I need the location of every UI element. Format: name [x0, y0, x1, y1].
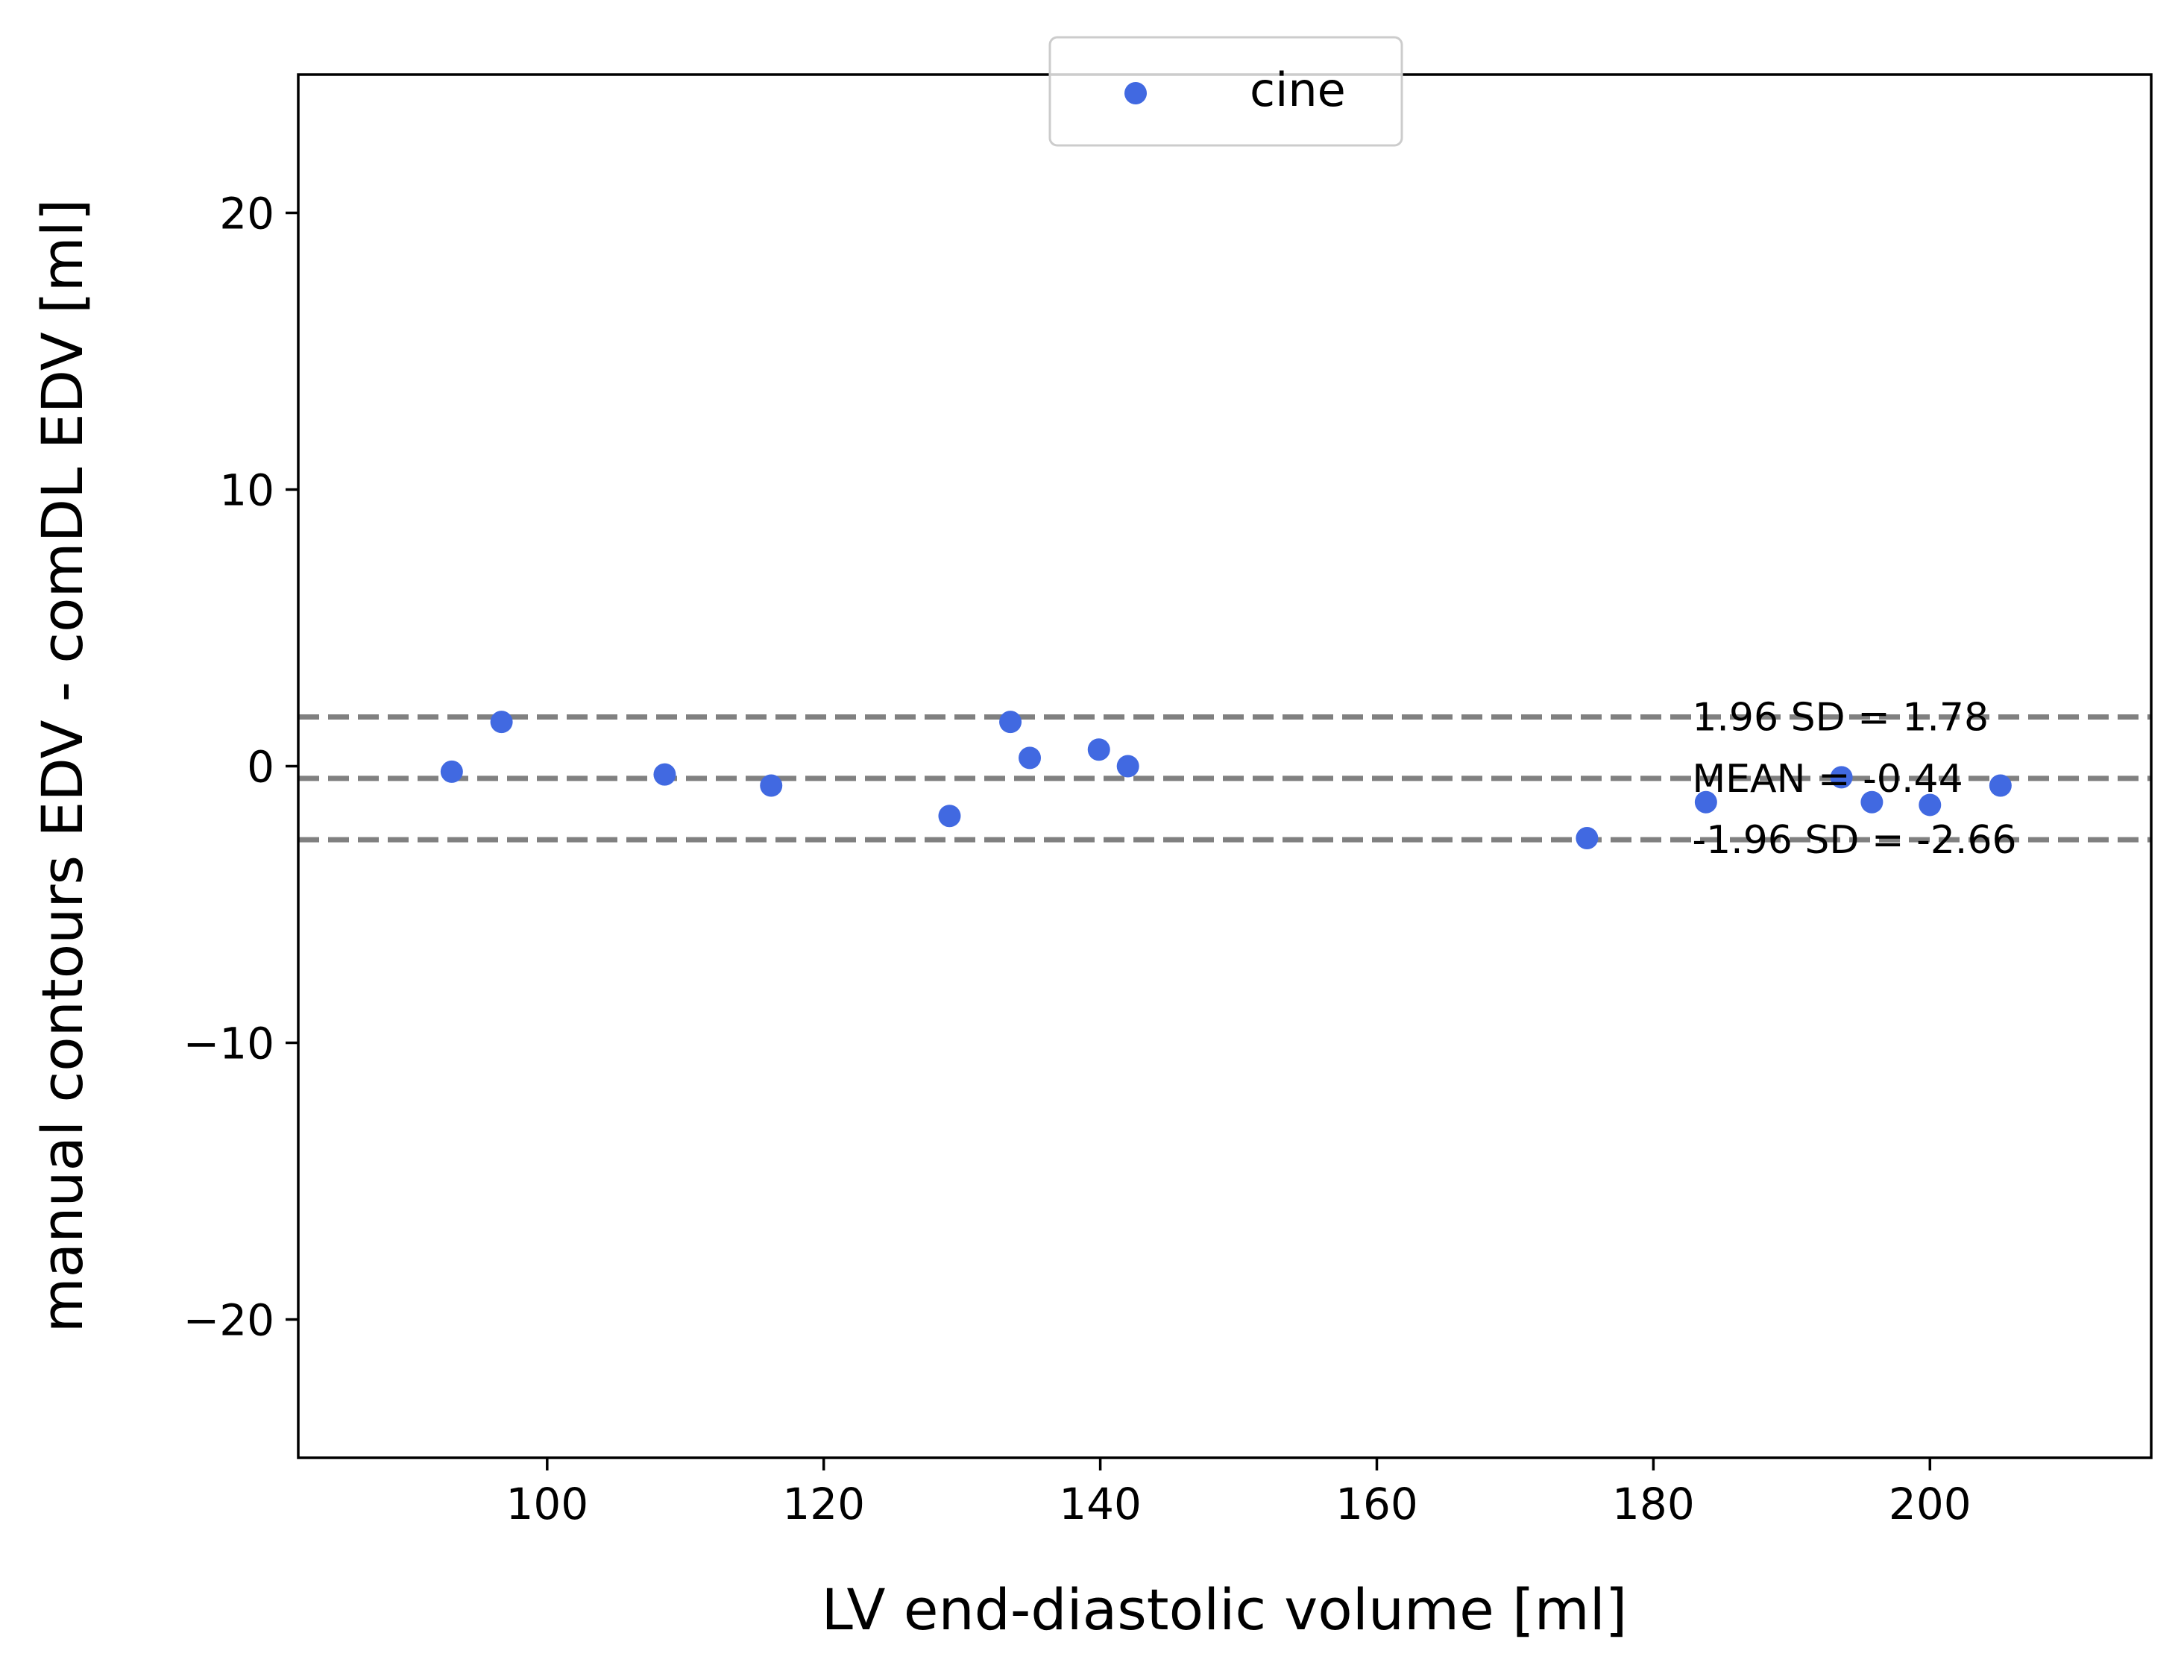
- x-tick-label-0: 100: [506, 1479, 588, 1529]
- point-10: [1694, 790, 1717, 814]
- y-axis-label: manual contours EDV - comDL EDV [ml]: [29, 199, 95, 1333]
- point-9: [1576, 826, 1599, 849]
- y-tick-label-2: 0: [247, 742, 274, 793]
- legend-label-cine: cine: [1250, 63, 1346, 117]
- point-7: [1087, 738, 1110, 761]
- y-tick-label-4: 20: [219, 189, 274, 239]
- x-tick-label-2: 140: [1059, 1479, 1142, 1529]
- reference-label-2: -1.96 SD = -2.66: [1692, 818, 2016, 863]
- y-tick-label-3: 10: [219, 465, 274, 516]
- point-14: [1989, 774, 2012, 797]
- y-tick-label-1: −10: [183, 1019, 274, 1069]
- point-1: [490, 711, 513, 734]
- point-11: [1830, 766, 1853, 789]
- point-12: [1860, 790, 1884, 814]
- reference-lines: [298, 714, 2151, 843]
- y-tick-label-0: −20: [183, 1295, 274, 1346]
- legend: cine: [1048, 36, 1403, 147]
- point-3: [760, 774, 783, 797]
- point-13: [1919, 793, 1942, 817]
- point-4: [938, 805, 961, 828]
- y-axis-ticks: −20 −10 0 10 20: [183, 189, 298, 1346]
- reference-annotations: 1.96 SD = 1.78 MEAN = -0.44 -1.96 SD = -2.…: [1692, 695, 2016, 863]
- x-axis-ticks: 100 120 140 160 180 200: [506, 1458, 1971, 1529]
- point-6: [1019, 746, 1042, 770]
- x-tick-label-1: 120: [782, 1479, 865, 1529]
- x-axis-label: LV end-diastolic volume [ml]: [822, 1576, 1628, 1643]
- legend-box: [1048, 36, 1403, 147]
- point-8: [1116, 755, 1139, 778]
- point-5: [999, 711, 1022, 734]
- data-points: [440, 711, 2012, 849]
- legend-marker-cine: [1124, 82, 1147, 104]
- reference-label-1: MEAN = -0.44: [1692, 757, 1963, 802]
- x-tick-label-3: 160: [1335, 1479, 1418, 1529]
- reference-label-0: 1.96 SD = 1.78: [1692, 695, 1989, 740]
- point-0: [440, 760, 463, 783]
- x-tick-label-4: 180: [1612, 1479, 1695, 1529]
- x-tick-label-5: 200: [1889, 1479, 1971, 1529]
- point-2: [653, 763, 676, 786]
